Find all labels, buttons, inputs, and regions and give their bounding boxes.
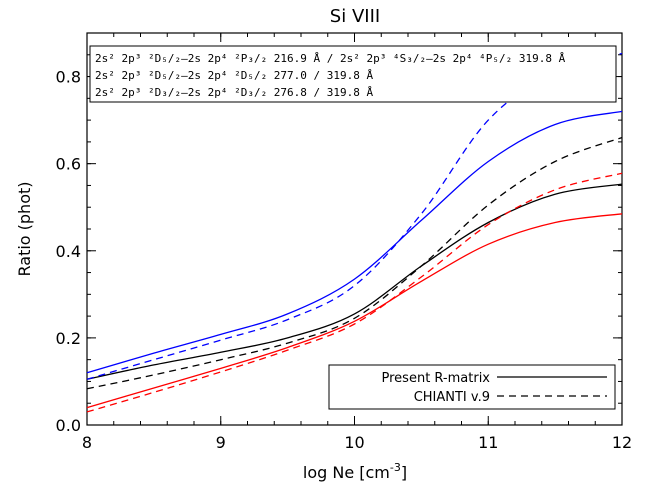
series-line-red-dashed	[86, 172, 623, 413]
ratio-legend: 2s² 2p³ ²D₅/₂–2s 2p⁴ ²P₃/₂ 216.9 Å / 2s²…	[89, 45, 617, 103]
series-layer	[86, 52, 623, 413]
ratio-legend-box	[89, 45, 617, 103]
y-tick-label: 0.8	[56, 68, 81, 87]
y-tick-label: 0.2	[56, 329, 81, 348]
y-axis-label: Ratio (phot)	[15, 181, 34, 276]
ratio-legend-line-black: 2s² 2p³ ²D₅/₂–2s 2p⁴ ²P₃/₂ 216.9 Å / 2s²…	[95, 52, 566, 65]
series-line-red-solid	[86, 213, 623, 409]
style-legend-label-dashed: CHIANTI v.9	[414, 390, 490, 405]
y-tick-label: 0.0	[56, 416, 81, 435]
x-axis-label: log Ne [cm-3]	[303, 461, 407, 482]
y-tick-label: 0.6	[56, 155, 81, 174]
x-axis-label-close: ]	[401, 463, 407, 482]
ratio-legend-line-blue: 2s² 2p³ ²D₅/₂–2s 2p⁴ ²D₅/₂ 277.0 / 319.8…	[95, 69, 374, 82]
style-legend-box	[328, 364, 616, 410]
x-tick-label: 11	[478, 433, 498, 452]
x-axis-label-main: log Ne [cm	[303, 463, 390, 482]
x-tick-label: 9	[216, 433, 226, 452]
y-tick-label: 0.4	[56, 242, 81, 261]
series-line-black-dashed	[86, 136, 623, 390]
chart-title: Si VIII	[330, 6, 380, 27]
style-legend-label-solid: Present R-matrix	[382, 371, 491, 386]
style-legend: Present R-matrix CHIANTI v.9	[328, 364, 616, 410]
x-tick-label: 12	[612, 433, 632, 452]
series-line-blue-solid	[86, 110, 623, 374]
x-tick-label: 8	[82, 433, 92, 452]
ratio-legend-line-red: 2s² 2p³ ²D₃/₂–2s 2p⁴ ²D₃/₂ 276.8 / 319.8…	[95, 86, 374, 99]
series-line-black-solid	[86, 183, 623, 380]
x-tick-label: 10	[344, 433, 364, 452]
x-axis-label-exponent: -3	[390, 461, 401, 474]
